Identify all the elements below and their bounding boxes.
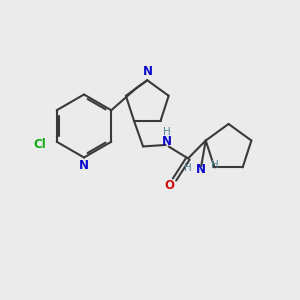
Text: Cl: Cl bbox=[34, 138, 46, 151]
Text: N: N bbox=[162, 135, 172, 148]
Text: N: N bbox=[79, 159, 89, 172]
Text: H: H bbox=[163, 128, 171, 137]
Text: O: O bbox=[164, 179, 174, 192]
Text: N: N bbox=[196, 163, 206, 176]
Text: N: N bbox=[143, 65, 153, 78]
Text: H: H bbox=[184, 163, 192, 172]
Text: H: H bbox=[211, 160, 219, 170]
